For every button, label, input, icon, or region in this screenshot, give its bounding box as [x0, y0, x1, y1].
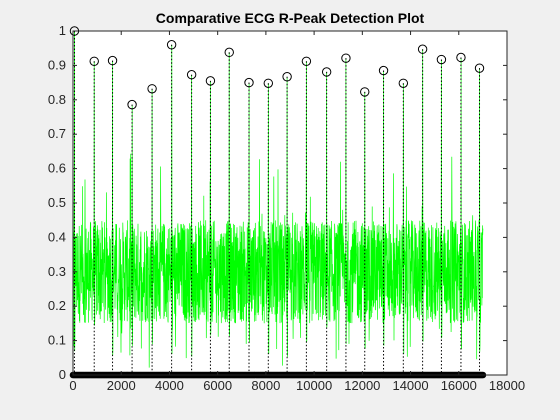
- r-peak-marker: [282, 72, 292, 82]
- r-peak-marker: [398, 78, 409, 88]
- ecg-signal-line: [72, 30, 484, 368]
- r-peak-marker: [89, 56, 99, 66]
- r-peak-marker: [263, 78, 273, 88]
- y-tick-label: 0.4: [48, 229, 66, 244]
- r-peak-marker: [166, 40, 177, 50]
- r-peak-marker: [436, 54, 447, 65]
- x-tick-label: 14000: [392, 378, 428, 393]
- x-tick-label: 6000: [203, 378, 232, 393]
- r-peak-marker: [147, 84, 157, 94]
- stem-layer: [73, 31, 481, 375]
- y-tick-label: 0.6: [48, 161, 66, 176]
- r-peak-marker: [474, 63, 485, 73]
- y-tick-label: 0.9: [48, 57, 66, 72]
- r-peak-marker: [360, 87, 370, 97]
- chart-title: Comparative ECG R-Peak Detection Plot: [156, 10, 425, 26]
- x-tick-label: 2000: [107, 378, 136, 393]
- r-peak-marker: [341, 53, 351, 63]
- axes: 0 2000 4000 6000 8000 10000 12000 14000 16000 180…: [48, 23, 525, 393]
- x-tick-label: 4000: [155, 378, 184, 393]
- x-tick-label: 18000: [489, 378, 525, 393]
- r-peak-marker: [244, 77, 254, 88]
- peak-marker-layer: [69, 26, 485, 110]
- y-tick-label: 0.3: [48, 264, 66, 279]
- x-tick-label: 10000: [296, 378, 332, 393]
- r-peak-marker: [186, 69, 197, 80]
- signal-layer: [72, 30, 484, 368]
- r-peak-marker: [224, 47, 234, 58]
- x-tick-label: 12000: [344, 378, 380, 393]
- r-peak-marker: [205, 76, 216, 86]
- y-tick-label: 0.1: [48, 333, 66, 348]
- y-tick-label: 0.2: [48, 298, 66, 313]
- r-peak-marker: [127, 99, 137, 110]
- y-tick-label: 0.7: [48, 126, 66, 141]
- r-peak-marker: [378, 65, 389, 76]
- r-peak-marker: [417, 44, 428, 54]
- r-peak-marker: [107, 55, 118, 66]
- y-tick-label: 0.8: [48, 92, 66, 107]
- r-peak-marker: [321, 67, 332, 77]
- y-tick-label: 0: [59, 367, 66, 382]
- y-tick-label: 1: [59, 23, 66, 38]
- r-peak-marker: [456, 52, 466, 63]
- x-tick-label: 8000: [251, 378, 280, 393]
- x-tick-label: 16000: [441, 378, 477, 393]
- y-tick-label: 0.5: [48, 195, 66, 210]
- r-peak-marker: [301, 56, 312, 66]
- x-tick-label: 0: [69, 378, 76, 393]
